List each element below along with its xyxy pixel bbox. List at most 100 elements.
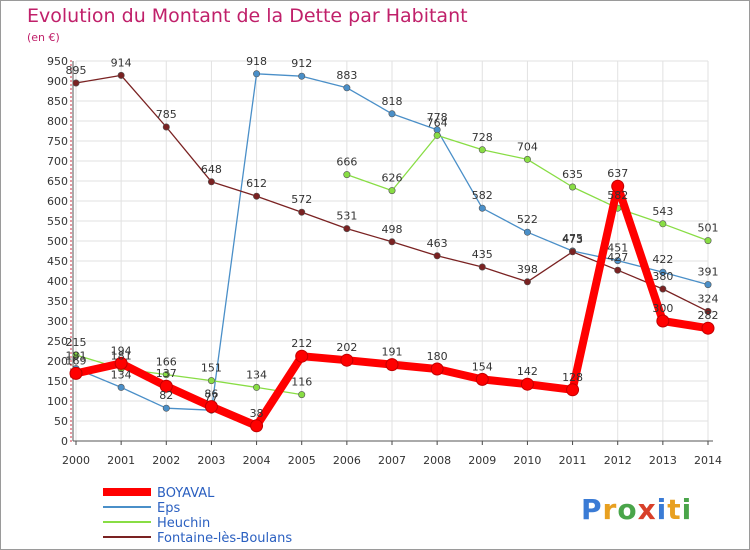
data-label: 914 (111, 56, 132, 69)
data-label: 422 (652, 253, 673, 266)
data-label: 324 (698, 292, 719, 305)
data-point (430, 362, 444, 376)
data-point (388, 110, 396, 118)
y-tick-label: 450 (47, 255, 68, 268)
y-tick-label: 400 (47, 275, 68, 288)
data-label: 398 (517, 263, 538, 276)
x-tick-label: 2009 (468, 454, 496, 467)
legend-label: Eps (157, 501, 180, 516)
data-label: 818 (382, 95, 403, 108)
x-tick-label: 2008 (423, 454, 451, 467)
data-point (162, 371, 170, 379)
data-label: 463 (427, 237, 448, 250)
x-tick-label: 2010 (513, 454, 541, 467)
data-point (114, 356, 128, 370)
data-label: 473 (562, 233, 583, 246)
y-tick-label: 700 (47, 155, 68, 168)
x-tick-label: 2013 (649, 454, 677, 467)
x-tick-label: 2005 (288, 454, 316, 467)
y-tick-label: 850 (47, 95, 68, 108)
y-tick-label: 200 (47, 355, 68, 368)
data-label: 883 (336, 69, 357, 82)
data-point (656, 314, 670, 328)
data-label: 38 (250, 407, 264, 420)
data-label: 169 (66, 354, 87, 367)
data-label: 764 (427, 116, 448, 129)
data-point (207, 178, 215, 186)
chart-unit-label: (en €) (27, 31, 60, 44)
y-tick-label: 550 (47, 215, 68, 228)
data-point (253, 70, 261, 78)
data-point (433, 131, 441, 139)
data-label: 626 (382, 172, 403, 185)
data-label: 137 (156, 367, 177, 380)
data-point (69, 366, 83, 380)
x-tick-label: 2012 (604, 454, 632, 467)
data-label: 380 (652, 270, 673, 283)
data-point (159, 379, 173, 393)
data-point (523, 155, 531, 163)
y-tick-label: 350 (47, 295, 68, 308)
data-label: 895 (66, 64, 87, 77)
data-label: 86 (204, 388, 218, 401)
data-label: 191 (382, 346, 403, 359)
legend-label: Heuchin (157, 516, 210, 531)
data-label: 912 (291, 57, 312, 70)
data-point (253, 383, 261, 391)
data-point (162, 123, 170, 131)
x-tick-label: 2002 (152, 454, 180, 467)
data-point (704, 281, 712, 289)
data-label: 572 (291, 193, 312, 206)
data-label: 215 (66, 336, 87, 349)
data-label: 498 (382, 223, 403, 236)
data-point (478, 146, 486, 154)
data-point (117, 71, 125, 79)
data-point (253, 192, 261, 200)
data-point (433, 252, 441, 260)
data-label: 134 (111, 368, 132, 381)
y-tick-label: 800 (47, 115, 68, 128)
data-label: 82 (159, 389, 173, 402)
data-label: 180 (427, 350, 448, 363)
y-tick-label: 0 (61, 435, 68, 448)
legend-label: BOYAVAL (157, 486, 215, 501)
y-tick-label: 750 (47, 135, 68, 148)
data-point (250, 419, 264, 433)
y-tick-label: 500 (47, 235, 68, 248)
data-point (117, 383, 125, 391)
data-point (569, 248, 577, 256)
data-point (478, 263, 486, 271)
data-point (475, 372, 489, 386)
data-label: 212 (291, 337, 312, 350)
y-tick-label: 50 (54, 415, 68, 428)
y-tick-label: 900 (47, 75, 68, 88)
data-point (340, 353, 354, 367)
data-label: 501 (698, 222, 719, 235)
data-label: 77 (204, 391, 218, 404)
data-label: 435 (472, 248, 493, 261)
x-tick-label: 2000 (62, 454, 90, 467)
proxiti-logo: Proxiti (581, 493, 693, 526)
data-point (388, 187, 396, 195)
data-label: 128 (562, 371, 583, 384)
data-point (385, 358, 399, 372)
data-point (569, 183, 577, 191)
data-point (611, 179, 625, 193)
data-label: 166 (156, 356, 177, 369)
x-tick-label: 2014 (694, 454, 722, 467)
y-tick-label: 250 (47, 335, 68, 348)
data-point (388, 238, 396, 246)
x-tick-label: 2011 (559, 454, 587, 467)
y-tick-label: 100 (47, 395, 68, 408)
data-point (704, 237, 712, 245)
data-label: 300 (652, 302, 673, 315)
data-point (204, 400, 218, 414)
data-label: 181 (111, 350, 132, 363)
data-label: 918 (246, 55, 267, 68)
data-label: 202 (336, 341, 357, 354)
x-tick-label: 2003 (197, 454, 225, 467)
data-label: 704 (517, 140, 538, 153)
data-label: 778 (427, 111, 448, 124)
